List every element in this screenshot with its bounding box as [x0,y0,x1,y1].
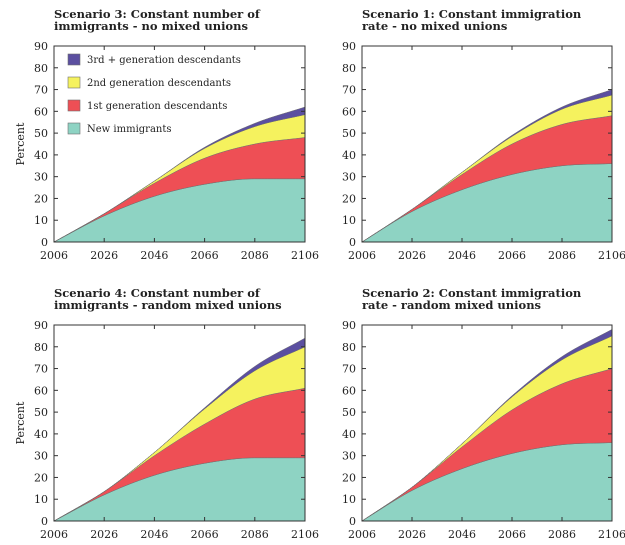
panel-title-line: immigrants - no mixed unions [54,19,248,33]
chart-panel-1: Scenario 3: Constant number ofimmigrants… [14,7,319,262]
panel-title-line: Scenario 4: Constant number of [54,286,261,300]
x-tick-label: 2106 [291,528,319,541]
x-tick-label: 2046 [448,249,476,262]
y-tick-label: 70 [342,84,356,97]
y-axis-label: Percent [14,122,27,165]
y-tick-label: 0 [41,515,48,528]
y-tick-label: 80 [34,62,48,75]
x-tick-label: 2106 [291,249,319,262]
y-tick-label: 10 [34,493,48,506]
x-tick-label: 2026 [90,528,118,541]
panel-title-line: Scenario 1: Constant immigration [362,7,582,21]
y-tick-label: 60 [34,384,48,397]
y-tick-label: 10 [34,214,48,227]
x-tick-label: 2106 [598,528,625,541]
y-tick-label: 90 [342,319,356,332]
y-tick-label: 30 [342,171,356,184]
x-tick-label: 2046 [448,528,476,541]
x-tick-label: 2106 [598,249,625,262]
legend-label: New immigrants [87,124,172,135]
plot-frame [361,324,613,522]
x-tick-label: 2086 [241,249,269,262]
y-tick-label: 50 [342,127,356,140]
y-tick-label: 20 [342,192,356,205]
y-tick-label: 80 [34,341,48,354]
y-tick-label: 0 [349,236,356,249]
y-tick-label: 50 [342,406,356,419]
legend-swatch-first-gen [67,99,81,112]
legend-swatch-third-gen [67,53,81,66]
y-tick-label: 0 [41,236,48,249]
y-tick-label: 80 [342,62,356,75]
y-tick-label: 0 [349,515,356,528]
panel-title-line: rate - no mixed unions [362,19,507,33]
x-tick-label: 2046 [140,528,168,541]
legend: 3rd + generation descendants 2nd generati… [67,53,241,135]
chart-panel-3: Scenario 4: Constant number ofimmigrants… [14,286,319,541]
x-tick-label: 2006 [348,528,376,541]
y-tick-label: 70 [34,363,48,376]
y-tick-label: 30 [34,450,48,463]
panel-title-line: rate - random mixed unions [362,298,541,312]
legend-label: 3rd + generation descendants [87,55,241,66]
y-tick-label: 40 [34,149,48,162]
y-tick-label: 20 [34,192,48,205]
x-tick-label: 2086 [548,249,576,262]
y-tick-label: 50 [34,406,48,419]
y-tick-label: 20 [34,471,48,484]
x-tick-label: 2006 [40,528,68,541]
y-tick-label: 70 [34,84,48,97]
y-tick-label: 10 [342,493,356,506]
x-tick-label: 2026 [398,528,426,541]
legend-swatch-second-gen [67,76,81,89]
y-tick-label: 70 [342,363,356,376]
panel-title-line: immigrants - random mixed unions [54,298,282,312]
plot-frame [53,45,306,243]
y-tick-label: 30 [34,171,48,184]
x-tick-label: 2066 [498,249,526,262]
x-tick-label: 2066 [191,249,219,262]
y-tick-label: 40 [34,428,48,441]
x-tick-label: 2006 [40,249,68,262]
x-tick-label: 2026 [398,249,426,262]
panel-title-line: Scenario 2: Constant immigration [362,286,582,300]
plot-frame [361,45,613,243]
x-tick-label: 2026 [90,249,118,262]
x-tick-label: 2086 [548,528,576,541]
x-tick-label: 2066 [498,528,526,541]
y-tick-label: 10 [342,214,356,227]
y-axis-label: Percent [14,401,27,444]
y-tick-label: 40 [342,428,356,441]
x-tick-label: 2046 [140,249,168,262]
plot-frame [53,324,306,522]
y-tick-label: 50 [34,127,48,140]
y-tick-label: 20 [342,471,356,484]
y-tick-label: 90 [342,40,356,53]
y-tick-label: 30 [342,450,356,463]
y-tick-label: 90 [34,319,48,332]
legend-label: 2nd generation descendants [87,78,231,89]
y-tick-label: 40 [342,149,356,162]
x-tick-label: 2066 [191,528,219,541]
y-tick-label: 90 [34,40,48,53]
y-tick-label: 80 [342,341,356,354]
y-tick-label: 60 [342,384,356,397]
panel-title-line: Scenario 3: Constant number of [54,7,261,21]
x-tick-label: 2086 [241,528,269,541]
legend-swatch-new-immigrants [67,122,81,135]
legend-label: 1st generation descendants [87,101,227,112]
y-tick-label: 60 [34,105,48,118]
y-tick-label: 60 [342,105,356,118]
x-tick-label: 2006 [348,249,376,262]
